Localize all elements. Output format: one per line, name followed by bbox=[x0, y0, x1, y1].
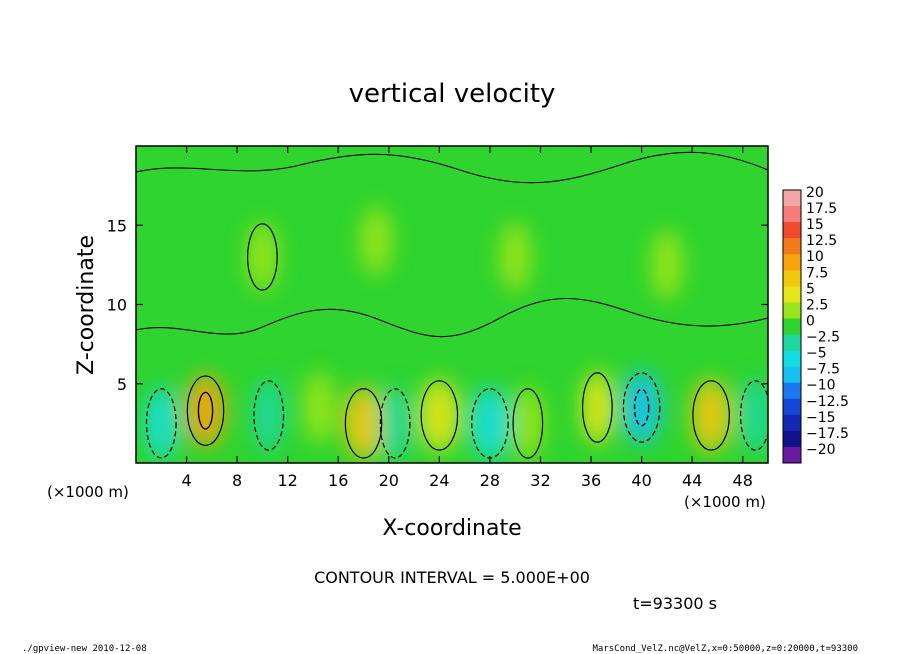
colorbar-tick-label: −17.5 bbox=[806, 426, 849, 442]
field-blob bbox=[738, 379, 768, 452]
colorbar-tick-label: 17.5 bbox=[806, 201, 837, 217]
colorbar-swatch bbox=[783, 270, 801, 287]
x-tick-label: 12 bbox=[278, 471, 298, 490]
contour-line bbox=[420, 380, 459, 451]
contour-line bbox=[197, 391, 214, 430]
contour-line bbox=[739, 380, 768, 451]
x-tick-label: 20 bbox=[379, 471, 399, 490]
x-tick-label: 28 bbox=[480, 471, 500, 490]
colorbar-swatch bbox=[783, 366, 801, 384]
x-unit-label-left: (×1000 m) bbox=[47, 483, 129, 501]
colorbar-swatch bbox=[783, 190, 801, 207]
x-tick-label: 32 bbox=[530, 471, 550, 490]
colorbar-tick-label: 12.5 bbox=[806, 233, 837, 249]
colorbar-tick-label: 15 bbox=[806, 217, 824, 233]
contour-line bbox=[136, 151, 768, 184]
x-tick-label: 24 bbox=[429, 471, 449, 490]
contour-line bbox=[145, 388, 177, 459]
x-axis-ticks: 4 8 12 16 20 24 28 32 36 40 44 48 bbox=[181, 146, 753, 490]
colorbar-tick-label: −10 bbox=[806, 378, 836, 394]
colorbar-swatch bbox=[783, 222, 801, 239]
contour-line bbox=[136, 297, 768, 338]
x-tick-label: 8 bbox=[232, 471, 242, 490]
colorbar-frame bbox=[782, 189, 802, 464]
colorbar-tick-label: 5 bbox=[806, 281, 815, 297]
field-blob bbox=[498, 222, 532, 292]
colorbar-tick-label: 10 bbox=[806, 249, 824, 265]
field-blob bbox=[580, 371, 614, 444]
contour-line bbox=[581, 372, 613, 443]
contour-line bbox=[247, 223, 278, 291]
colorbar-tick-label: −12.5 bbox=[806, 394, 849, 410]
field-blob bbox=[245, 222, 279, 292]
x-tick-label: 48 bbox=[733, 471, 753, 490]
contour-line bbox=[692, 380, 730, 451]
x-tick-label: 36 bbox=[581, 471, 601, 490]
contour-line bbox=[344, 388, 383, 459]
colorbar: 2017.51512.5107.552.50−2.5−5−7.5−10−12.5… bbox=[782, 185, 849, 464]
colorbar-tick-label: 20 bbox=[806, 185, 824, 201]
x-tick-label: 40 bbox=[631, 471, 651, 490]
field-blob bbox=[621, 371, 662, 444]
x-axis-label: X-coordinate bbox=[382, 516, 521, 541]
contour-line bbox=[622, 372, 661, 443]
colorbar-swatch bbox=[783, 446, 801, 464]
field-blob bbox=[419, 378, 460, 452]
colorbar-swatch bbox=[783, 414, 801, 432]
chart-title: vertical velocity bbox=[349, 79, 556, 109]
contour-line bbox=[633, 388, 650, 427]
contour-lines bbox=[136, 151, 768, 459]
colorbar-swatch bbox=[783, 350, 801, 368]
field-blob bbox=[252, 378, 286, 452]
contour-interval-text: CONTOUR INTERVAL = 5.000E+00 bbox=[314, 568, 590, 587]
contour-line bbox=[253, 380, 285, 451]
y-tick-label: 10 bbox=[107, 296, 127, 315]
field-blob bbox=[650, 230, 684, 300]
footer-right: MarsCond_VelZ.nc@VelZ,x=0:50000,z=0:2000… bbox=[592, 644, 858, 654]
heatmap-field bbox=[144, 206, 768, 460]
footer-left: ./gpview-new 2010-12-08 bbox=[22, 644, 147, 654]
field-blob bbox=[185, 374, 226, 448]
field-blob bbox=[378, 386, 412, 460]
colorbar-tick-label: 0 bbox=[806, 313, 815, 329]
y-axis-ticks: 5 10 15 bbox=[107, 216, 768, 394]
colorbar-swatch bbox=[783, 398, 801, 416]
colorbar-swatch bbox=[783, 206, 801, 223]
field-blob bbox=[511, 386, 545, 460]
colorbar-tick-label: −15 bbox=[806, 410, 836, 426]
colorbar-tick-label: 7.5 bbox=[806, 265, 828, 281]
colorbar-swatch bbox=[783, 254, 801, 271]
field-blob bbox=[690, 378, 732, 452]
plot-area bbox=[135, 145, 769, 464]
contour-line bbox=[512, 388, 544, 459]
colorbar-swatch bbox=[783, 382, 801, 400]
colorbar-tick-label: −7.5 bbox=[806, 362, 840, 378]
contour-line bbox=[186, 375, 225, 446]
y-axis-label: Z-coordinate bbox=[74, 235, 99, 375]
colorbar-tick-label: −2.5 bbox=[806, 330, 840, 346]
y-tick-label: 15 bbox=[107, 216, 127, 235]
colorbar-tick-label: −20 bbox=[806, 442, 836, 458]
colorbar-swatch bbox=[783, 286, 801, 303]
field-blob bbox=[343, 386, 384, 460]
x-tick-label: 44 bbox=[682, 471, 702, 490]
colorbar-swatch bbox=[783, 334, 801, 352]
colorbar-tick-label: 2.5 bbox=[806, 297, 828, 313]
field-blob bbox=[359, 206, 393, 276]
x-unit-label-right: (×1000 m) bbox=[684, 493, 766, 511]
colorbar-swatch bbox=[783, 238, 801, 255]
y-tick-label: 5 bbox=[117, 375, 127, 394]
colorbar-swatch bbox=[783, 318, 801, 336]
colorbar-swatch bbox=[783, 430, 801, 448]
contour-line bbox=[379, 388, 411, 459]
field-blob bbox=[469, 386, 511, 460]
time-text: t=93300 s bbox=[633, 594, 717, 613]
colorbar-swatch bbox=[783, 302, 801, 319]
colorbar-tick-label: −5 bbox=[806, 346, 827, 362]
field-blob bbox=[144, 386, 178, 460]
field-blob bbox=[302, 371, 336, 444]
x-tick-label: 4 bbox=[181, 471, 191, 490]
x-tick-label: 16 bbox=[328, 471, 348, 490]
